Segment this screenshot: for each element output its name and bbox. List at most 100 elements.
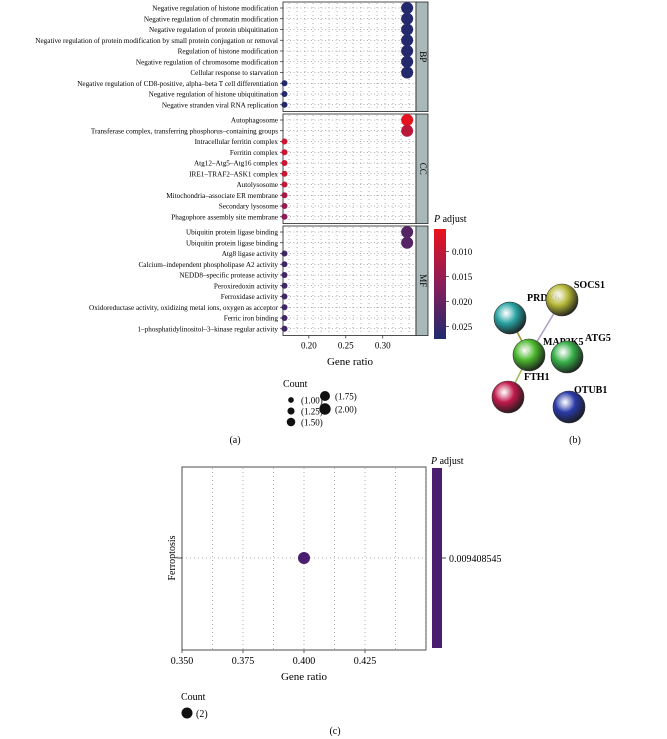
panel-a-dot xyxy=(281,203,288,209)
panel-b-node-map3k5 xyxy=(512,338,546,372)
panel-c-xtick-label: 0.400 xyxy=(293,656,316,667)
panel-a-term-label: Ferric iron binding xyxy=(224,315,279,323)
panel-a-strip-label: BP xyxy=(418,51,428,62)
panel-a-facet-cc xyxy=(282,113,417,224)
panel-a-size-legend-label: (1.00) xyxy=(301,396,323,406)
panel-a-dot xyxy=(401,226,414,238)
panel-a-term-label: Negative regulation of chromosome modifi… xyxy=(136,58,279,66)
panel-a-dot xyxy=(281,250,288,257)
panel-a-dotplot: Negative regulation of histone modificat… xyxy=(35,1,473,446)
panel-a-term-label: Ubiquitin protein ligase binding xyxy=(186,229,278,237)
panel-a-dot xyxy=(281,304,288,311)
panel-a-strip-bp xyxy=(415,1,429,112)
panel-c-ylabel: Ferroptosis xyxy=(167,535,178,580)
panel-a-dot xyxy=(401,236,414,249)
panel-a-colorbar-label: 0.025 xyxy=(452,322,473,332)
panel-a-term-label: Transferase complex, transferring phosph… xyxy=(91,127,278,135)
panel-a-colorbar-title: P adjust xyxy=(433,214,467,225)
panel-a-colorbar-label: 0.010 xyxy=(452,247,473,257)
panel-c-size-legend-dot xyxy=(181,707,193,719)
panel-c-dot xyxy=(298,552,310,564)
panel-a-size-legend-label: (1.50) xyxy=(301,418,323,428)
panel-a-term-label: Secondary lysosome xyxy=(219,203,278,211)
panel-a-dot xyxy=(281,213,288,220)
panel-a-colorbar-gradient xyxy=(434,229,446,339)
panel-a-colorbar-label: 0.020 xyxy=(452,297,473,307)
panel-a-term-label: Intracellular ferritin complex xyxy=(195,138,279,146)
panel-c-size-legend: Count (2) xyxy=(181,692,208,720)
panel-a-dot xyxy=(401,12,414,25)
panel-c-colorbar-title: P adjust xyxy=(430,456,464,467)
panel-a-size-legend-dot xyxy=(286,417,296,427)
panel-c-xlabel: Gene ratio xyxy=(281,671,328,683)
panel-a-strip-label: MF xyxy=(418,274,428,287)
panel-a-term-label: Atg12–Atg5–Atg16 complex xyxy=(194,160,278,168)
panel-a-term-label: Negative regulation of protein modificat… xyxy=(35,37,278,45)
panel-a-dot xyxy=(401,34,414,47)
panel-a-colorbar-label: 0.015 xyxy=(452,272,473,282)
panel-c-colorbar: P adjust 0.009408545 xyxy=(430,456,502,648)
panel-a-size-legend: Count (1.00)(1.25)(1.50) (1.75) (2.00) xyxy=(283,379,357,428)
panel-a-dot xyxy=(281,138,288,145)
panel-c-size-legend-title: Count xyxy=(181,692,206,703)
panel-a-dot xyxy=(281,160,288,166)
panel-a-term-label: Negative stranden viral RNA replication xyxy=(162,101,279,109)
panel-a-dot xyxy=(401,55,414,68)
panel-a-term-label: Negative regulation of histone modificat… xyxy=(152,5,278,13)
panel-a-term-label: Ferroxidase activity xyxy=(221,293,279,301)
panel-b-node-fth1 xyxy=(491,380,525,414)
panel-c-xtick-label: 0.350 xyxy=(171,656,194,667)
panel-b-node-socs1 xyxy=(545,283,579,317)
panel-a-term-label: Ferritin complex xyxy=(230,149,279,157)
panel-a-term-label: Atg8 ligase activity xyxy=(222,250,279,258)
panel-a-dot xyxy=(281,192,288,199)
panel-a-size-legend-dot xyxy=(320,391,330,401)
panel-a-size-legend-dot xyxy=(288,397,294,403)
panel-a-dot xyxy=(401,2,414,14)
panel-c-colorbar-label: 0.009408545 xyxy=(449,554,502,565)
panel-a-term-label: Mitochondria–associate ER membrane xyxy=(166,192,278,200)
panel-c-xtick-label: 0.425 xyxy=(354,656,377,667)
panel-c-size-legend-label: (2) xyxy=(196,709,208,720)
panel-a-strip-cc xyxy=(415,113,429,224)
panel-a-term-label: 1–phosphatidylinositol–3–kinase regular … xyxy=(137,325,278,333)
panel-a-colorbar: P adjust 0.010 0.015 0.020 0.025 xyxy=(433,214,473,339)
panel-b-caption: (b) xyxy=(569,435,581,446)
panel-a-strip-mf xyxy=(415,225,429,336)
panel-a-dot xyxy=(401,23,414,36)
panel-b-node-prdx6 xyxy=(493,301,527,335)
panel-b-node-atg5 xyxy=(550,340,584,374)
panel-a-term-label: Cellular response to starvation xyxy=(190,69,278,77)
panel-a-size-legend-label: (2.00) xyxy=(335,405,357,415)
panel-a-dot xyxy=(401,114,414,126)
panel-c-xtick-label: 0.375 xyxy=(232,656,255,667)
panel-a-term-label: Phagophore assembly site membrane xyxy=(171,213,278,221)
panel-a-xtick-label: 0.30 xyxy=(375,341,391,351)
panel-a-dot xyxy=(401,66,414,79)
panel-b-node-label: OTUB1 xyxy=(574,385,607,396)
panel-c-colorbar-swatch xyxy=(432,468,442,648)
panel-a-term-label: Negative regulation of CD8-positive, alp… xyxy=(77,80,278,88)
panel-b-node-label: FTH1 xyxy=(524,372,550,383)
panel-a-dot xyxy=(281,149,288,156)
panel-b-node-label: SOCS1 xyxy=(574,280,605,291)
panel-a-term-label: Negative regulation of chromatin modific… xyxy=(144,15,279,23)
panel-a-dot xyxy=(281,181,288,188)
panel-a-xtick-label: 0.25 xyxy=(338,341,354,351)
panel-a-term-label: Oxidoreductase activity, oxidizing metal… xyxy=(89,304,279,312)
panel-c-caption: (c) xyxy=(329,726,340,737)
panel-a-dot xyxy=(281,170,288,177)
panel-a-size-legend-dot xyxy=(319,403,331,415)
panel-b-network: PRDX6SOCS1MAP3K5ATG5FTH1OTUB1 (b) xyxy=(491,280,611,446)
panel-a-term-label: Regulation of histone modification xyxy=(178,48,279,56)
panel-a-term-label: Autolysosome xyxy=(236,181,278,189)
panel-c-dotplot: 0.350 0.375 0.400 0.425 Ferroptosis Gene ra… xyxy=(167,456,502,737)
panel-a-term-label: Ubiquitin protein ligase binding xyxy=(186,239,278,247)
panel-a-dot xyxy=(281,282,288,289)
panel-b-node-label: PRDX6 xyxy=(527,293,560,304)
panel-a-size-legend-label: (1.25) xyxy=(301,407,323,417)
panel-a-dot xyxy=(281,91,288,97)
panel-a-dot xyxy=(281,293,288,300)
panel-a-xtick-label: 0.20 xyxy=(301,341,317,351)
